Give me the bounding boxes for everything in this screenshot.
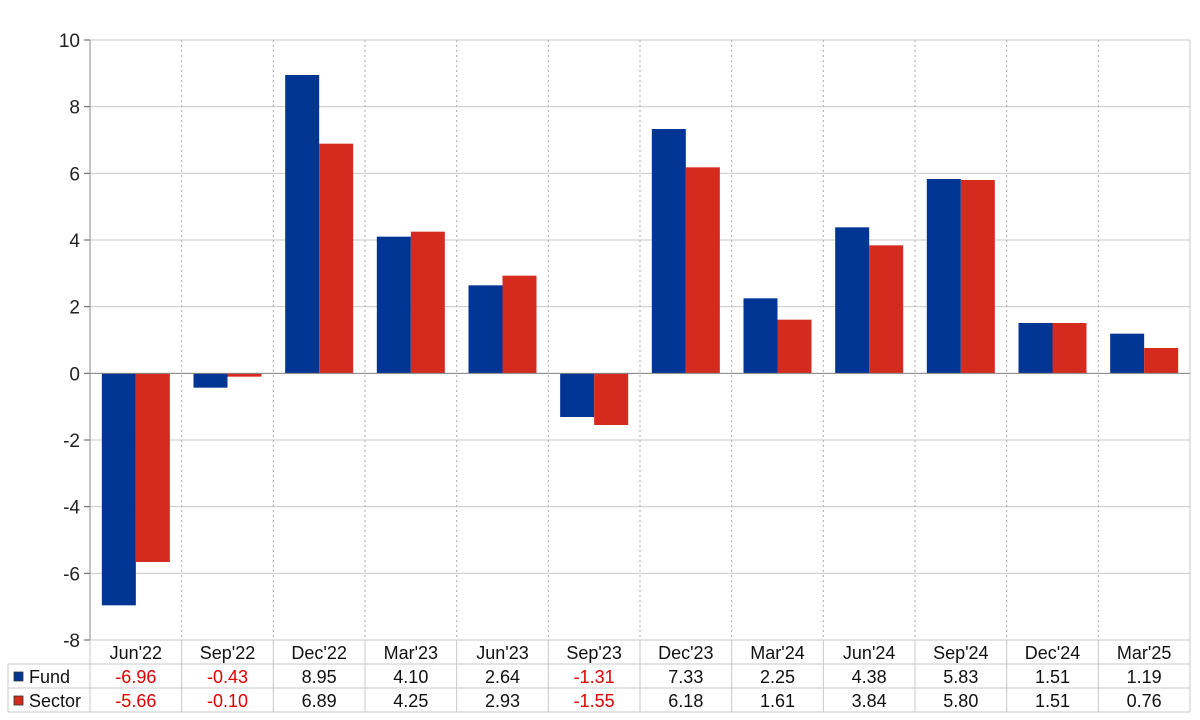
data-label-fund: -6.96 [115, 667, 156, 687]
data-label-fund: -1.31 [574, 667, 615, 687]
bar-sector-5 [594, 373, 629, 425]
x-tick-label: Jun'24 [843, 643, 895, 663]
bar-sector-10 [1052, 323, 1087, 374]
bar-fund-0 [101, 373, 136, 606]
y-tick-label: 10 [59, 31, 80, 52]
x-tick-label: Jun'22 [110, 643, 162, 663]
data-table: Jun'22 Sep'22 Dec'22 Mar'23 Jun'23 Sep'23 Dec'… [7, 639, 1191, 713]
legend-label-fund: Fund [29, 667, 70, 687]
y-tick-label: 0 [69, 364, 80, 385]
data-label-sector: -0.10 [207, 691, 248, 711]
data-label-fund: 8.95 [302, 667, 337, 687]
data-label-fund: 2.64 [485, 667, 520, 687]
y-tick-label: -6 [63, 564, 80, 585]
y-tick-label: 6 [69, 164, 80, 185]
data-label-sector: 1.51 [1035, 691, 1070, 711]
x-tick-label: Sep'22 [200, 643, 256, 663]
bar-sector-7 [777, 319, 812, 374]
x-tick-label: Mar'25 [1117, 643, 1171, 663]
y-tick-label: -8 [63, 631, 80, 652]
bar-sector-4 [502, 275, 537, 374]
data-label-sector: 0.76 [1127, 691, 1162, 711]
bar-sector-3 [410, 231, 445, 374]
bar-fund-9 [926, 179, 961, 374]
data-label-fund: 4.10 [393, 667, 428, 687]
bar-sector-0 [135, 373, 170, 562]
bar-fund-6 [651, 129, 686, 374]
y-tick-label: -2 [63, 431, 80, 452]
legend-swatch-fund [13, 671, 24, 682]
data-label-sector: 2.93 [485, 691, 520, 711]
bar-fund-1 [193, 373, 228, 388]
data-label-fund: 7.33 [668, 667, 703, 687]
x-tick-label: Sep'23 [566, 643, 622, 663]
data-label-fund: 1.51 [1035, 667, 1070, 687]
data-label-sector: 5.80 [943, 691, 978, 711]
bar-fund-5 [560, 373, 595, 417]
bar-fund-8 [835, 227, 870, 374]
bar-sector-8 [869, 245, 904, 374]
data-label-fund: -0.43 [207, 667, 248, 687]
bar-sector-1 [227, 373, 262, 377]
axes: 10 8 6 4 2 0 -2 -4 -6 -8 [59, 31, 1190, 652]
y-tick-label: 4 [69, 231, 80, 252]
bar-fund-7 [743, 298, 778, 374]
data-label-sector: 6.89 [302, 691, 337, 711]
bar-fund-3 [376, 236, 411, 374]
data-label-sector: 1.61 [760, 691, 795, 711]
legend-swatch-sector [13, 695, 24, 706]
x-tick-label: Mar'24 [750, 643, 804, 663]
x-tick-label: Mar'23 [384, 643, 438, 663]
bar-sector-11 [1144, 348, 1179, 374]
legend-label-sector: Sector [29, 691, 81, 711]
data-label-sector: 3.84 [852, 691, 887, 711]
x-tick-label: Jun'23 [476, 643, 528, 663]
x-tick-label: Sep'24 [933, 643, 989, 663]
bar-fund-11 [1110, 333, 1145, 374]
bar-fund-10 [1018, 323, 1053, 374]
bar-sector-6 [685, 167, 720, 374]
data-label-fund: 4.38 [852, 667, 887, 687]
y-tick-label: 2 [69, 298, 80, 319]
data-label-sector: -1.55 [574, 691, 615, 711]
data-label-sector: 6.18 [668, 691, 703, 711]
bar-sector-9 [960, 180, 995, 374]
data-label-fund: 5.83 [943, 667, 978, 687]
bar-fund-4 [468, 285, 503, 374]
y-tick-label: 8 [69, 98, 80, 119]
data-label-sector: 4.25 [393, 691, 428, 711]
data-label-sector: -5.66 [115, 691, 156, 711]
data-label-fund: 2.25 [760, 667, 795, 687]
data-label-fund: 1.19 [1127, 667, 1162, 687]
x-tick-label: Dec'23 [658, 643, 713, 663]
x-tick-label: Dec'24 [1025, 643, 1080, 663]
bars [101, 75, 1179, 606]
x-tick-label: Dec'22 [291, 643, 346, 663]
y-tick-label: -4 [63, 498, 80, 519]
bar-fund-2 [285, 75, 320, 374]
bar-sector-2 [319, 143, 354, 374]
